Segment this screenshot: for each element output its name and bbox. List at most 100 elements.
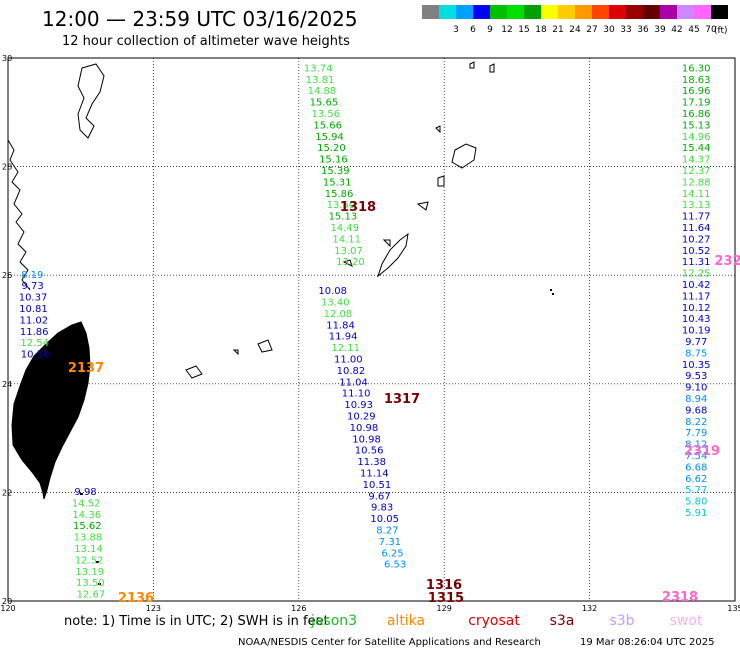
swh-value-label: 11.10 — [342, 389, 371, 400]
swh-value-label: 10.27 — [682, 234, 711, 245]
legend-swatch — [439, 5, 456, 19]
swh-value-label: 13.74 — [304, 63, 333, 74]
swh-value-label: 9.83 — [371, 503, 393, 514]
swh-value-label: 15.39 — [321, 166, 350, 177]
swh-value-label: 14.36 — [72, 510, 101, 521]
swh-value-label: 15.20 — [317, 143, 346, 154]
okinawa-island — [376, 201, 429, 278]
satellite-legend-item: jason3 — [310, 613, 357, 629]
swh-value-label: 11.86 — [20, 327, 49, 338]
legend-tick-label: 3 — [453, 25, 459, 35]
swh-value-label: 9.67 — [368, 491, 390, 502]
swh-value-label: 9.98 — [74, 487, 96, 498]
page-title: 12:00 — 23:59 UTC 03/16/2025 — [42, 7, 358, 31]
swh-value-label: 12.37 — [682, 166, 711, 177]
swh-value-label: 10.43 — [682, 314, 711, 325]
swh-value-label: 15.44 — [682, 143, 711, 154]
pass-number-label: 2137 — [68, 361, 104, 376]
swh-value-label: 9.53 — [685, 371, 707, 382]
swh-value-label: 11.04 — [339, 377, 368, 388]
swh-value-label: 13.13 — [682, 200, 711, 211]
swh-value-label: 13.40 — [321, 297, 350, 308]
lon-tick-label: 129 — [437, 604, 452, 613]
swh-value-label: 12.54 — [20, 338, 49, 349]
swh-value-label: 14.52 — [72, 498, 101, 509]
lon-tick-label: 132 — [582, 604, 597, 613]
swh-value-label: 15.16 — [319, 155, 348, 166]
swh-value-label: 14.96 — [682, 132, 711, 143]
legend-swatch — [592, 5, 609, 19]
swh-value-label: 10.50 — [21, 350, 50, 361]
lon-tick-label: 123 — [146, 604, 161, 613]
lat-tick-label: 22 — [2, 488, 12, 497]
swh-value-label: 7.54 — [685, 451, 707, 462]
swh-value-label: 13.50 — [76, 578, 105, 589]
swh-value-label: 15.13 — [329, 212, 358, 223]
swh-value-label: 10.29 — [347, 411, 376, 422]
swh-value-label: 7.79 — [685, 428, 707, 439]
legend-unit-label: (ft) — [714, 26, 728, 36]
coastline — [7, 61, 554, 585]
swh-value-label: 13.07 — [334, 246, 363, 257]
color-scale-legend: (ft) 3 6 9 12 15 18 21 24 27 30 33 36 39 42 45 70 — [422, 5, 728, 36]
taiwan-island — [11, 321, 91, 500]
pass-number-label: 2136 — [118, 591, 154, 606]
satellite-legend-item: s3a — [550, 613, 575, 629]
swh-value-label: 7.31 — [379, 537, 401, 548]
swh-value-label: 14.88 — [308, 86, 337, 97]
swh-value-label: 13.14 — [74, 544, 103, 555]
legend-swatch — [490, 5, 507, 19]
swh-value-label: 5.77 — [685, 485, 707, 496]
axis-tick-labels: 120 123 126 129 132 135 30 28 26 24 22 20 — [0, 54, 740, 613]
swh-value-label: 15.62 — [73, 521, 102, 532]
altimeter-tracks: 13.7413.8114.8815.6513.5615.6615.9415.20… — [19, 63, 711, 600]
legend-tick-label: 27 — [586, 25, 597, 35]
pass-number-label: 1316 — [426, 578, 462, 593]
swh-value-label: 8.27 — [376, 525, 398, 536]
swh-value-label: 13.19 — [75, 567, 104, 578]
lon-tick-label: 135 — [727, 604, 740, 613]
islet-dots — [80, 289, 554, 585]
legend-tick-label: 12 — [501, 25, 512, 35]
page-subtitle: 12 hour collection of altimeter wave hei… — [62, 34, 350, 49]
legend-swatch — [507, 5, 524, 19]
swh-value-label: 12.08 — [324, 309, 353, 320]
swh-value-label: 11.02 — [20, 315, 49, 326]
legend-swatch — [422, 5, 439, 19]
legend-swatch — [609, 5, 626, 19]
satellite-legend-item: swot — [670, 613, 703, 629]
swh-value-label: 6.53 — [384, 560, 406, 571]
footer-timestamp: 19 Mar 08:26:04 UTC 2025 — [580, 637, 715, 648]
japan-islands — [77, 63, 105, 139]
pass-number-label: 2319 — [684, 444, 720, 459]
swh-value-label: 16.30 — [682, 63, 711, 74]
swh-value-label: 10.81 — [19, 304, 48, 315]
lon-tick-label: 126 — [291, 604, 306, 613]
swh-value-label: 8.94 — [685, 394, 707, 405]
swh-value-label: 11.17 — [682, 291, 711, 302]
pass-number-label: 1315 — [428, 591, 464, 606]
swh-value-label: 17.19 — [682, 98, 711, 109]
swh-value-label: 12.88 — [682, 177, 711, 188]
swh-value-label: 13.20 — [336, 257, 365, 268]
satellite-legend-item: s3b — [609, 613, 634, 629]
satellite-legend: jason3 altika cryosat s3a s3b swot — [310, 613, 703, 629]
legend-swatch — [694, 5, 711, 19]
swh-value-label: 11.31 — [682, 257, 711, 268]
small-islands-south — [185, 259, 353, 379]
swh-value-label: 11.14 — [360, 468, 389, 479]
legend-swatch — [643, 5, 660, 19]
lon-tick-label: 120 — [0, 604, 15, 613]
swh-value-label: 10.93 — [344, 400, 373, 411]
swh-value-label: 11.94 — [329, 332, 358, 343]
lat-tick-label: 20 — [2, 597, 12, 606]
swh-value-label: 6.25 — [381, 548, 403, 559]
legend-swatch — [677, 5, 694, 19]
swh-value-label: 5.91 — [685, 508, 707, 519]
graticule-grid — [7, 57, 736, 602]
lat-tick-label: 30 — [2, 54, 12, 63]
legend-swatch — [524, 5, 541, 19]
legend-tick-label: 42 — [671, 25, 682, 35]
